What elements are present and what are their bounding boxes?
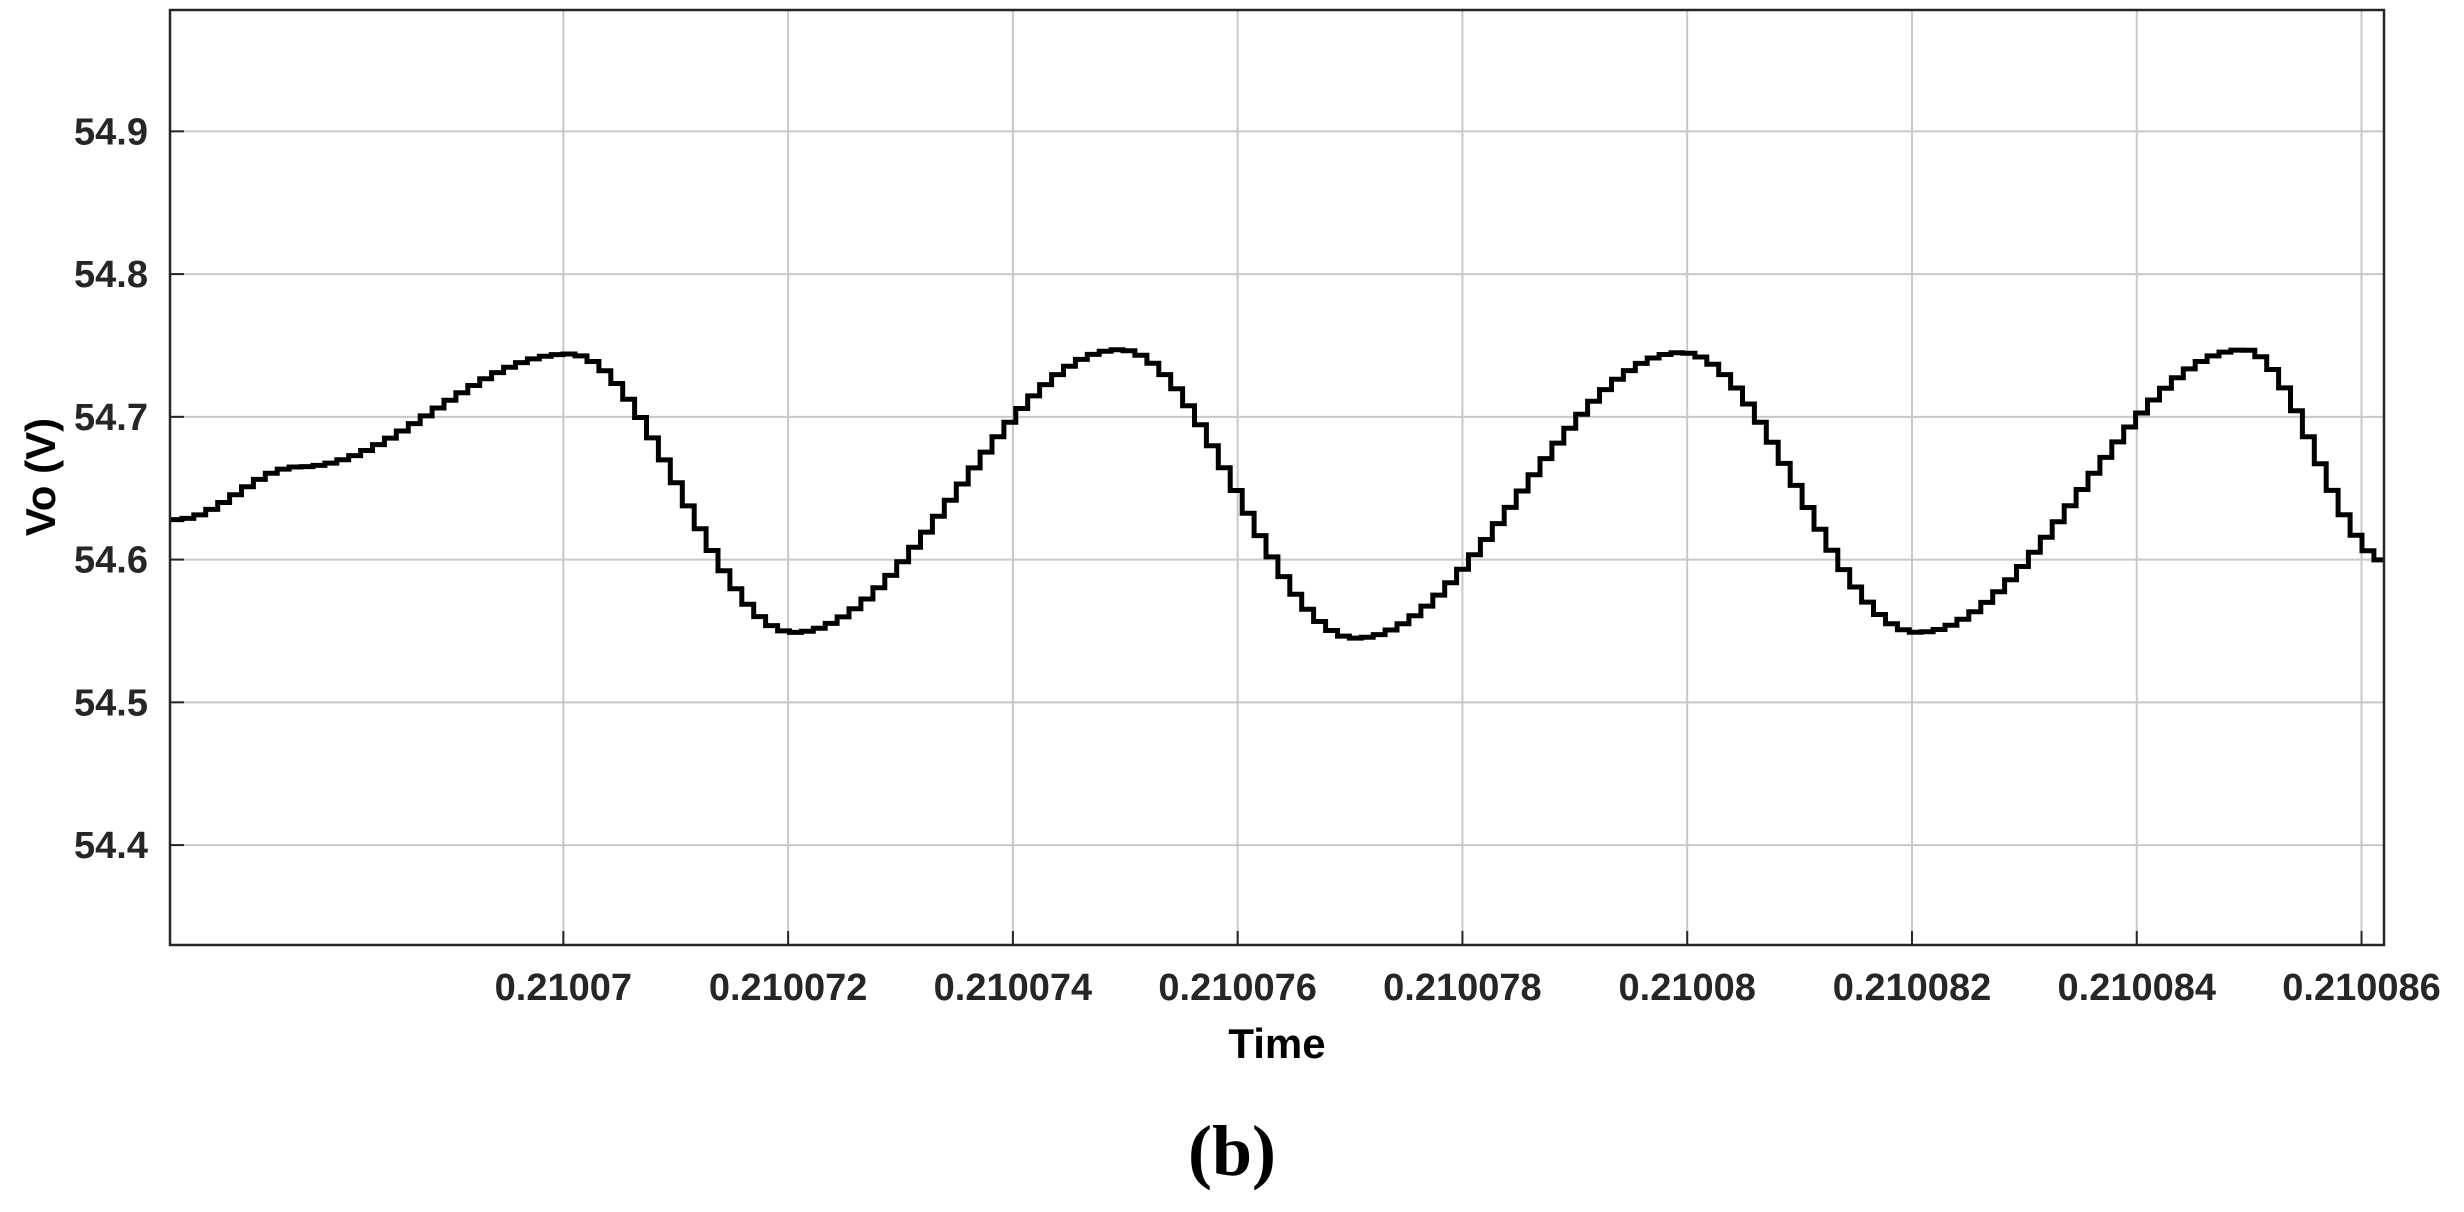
x-tick-label: 0.210084: [2058, 967, 2217, 1009]
y-tick-label: 54.4: [74, 825, 148, 867]
x-tick-label: 0.210078: [1383, 967, 1542, 1009]
x-tick-label: 0.210074: [934, 967, 1093, 1009]
x-tick-label: 0.210076: [1158, 967, 1317, 1009]
x-tick-label: 0.210072: [709, 967, 868, 1009]
panel-label: (b): [1188, 1111, 1276, 1191]
x-tick-label: 0.21008: [1619, 967, 1756, 1009]
plot-area: [170, 10, 2384, 945]
x-tick-label: 0.210086: [2282, 967, 2441, 1009]
plot-frame: [168, 8, 2386, 947]
grid: [170, 10, 2384, 945]
series-group: [170, 347, 2384, 641]
y-tick-label: 54.5: [74, 682, 148, 724]
x-axis-title: Time: [1228, 1020, 1325, 1067]
y-tick-labels: 54.4 54.5 54.6 54.7 54.8 54.9: [74, 111, 148, 867]
x-tick-label: 0.21007: [495, 967, 632, 1009]
series-line-vo: [170, 347, 2384, 641]
y-tick-label: 54.7: [74, 397, 148, 439]
y-tick-label: 54.9: [74, 111, 148, 153]
y-axis-title: Vo (V): [17, 418, 64, 536]
x-tick-labels: 0.21007 0.210072 0.210074 0.210076 0.210078 0…: [495, 967, 2441, 1009]
y-tick-label: 54.8: [74, 254, 148, 296]
x-tick-label: 0.210082: [1833, 967, 1992, 1009]
y-tick-label: 54.6: [74, 540, 148, 582]
